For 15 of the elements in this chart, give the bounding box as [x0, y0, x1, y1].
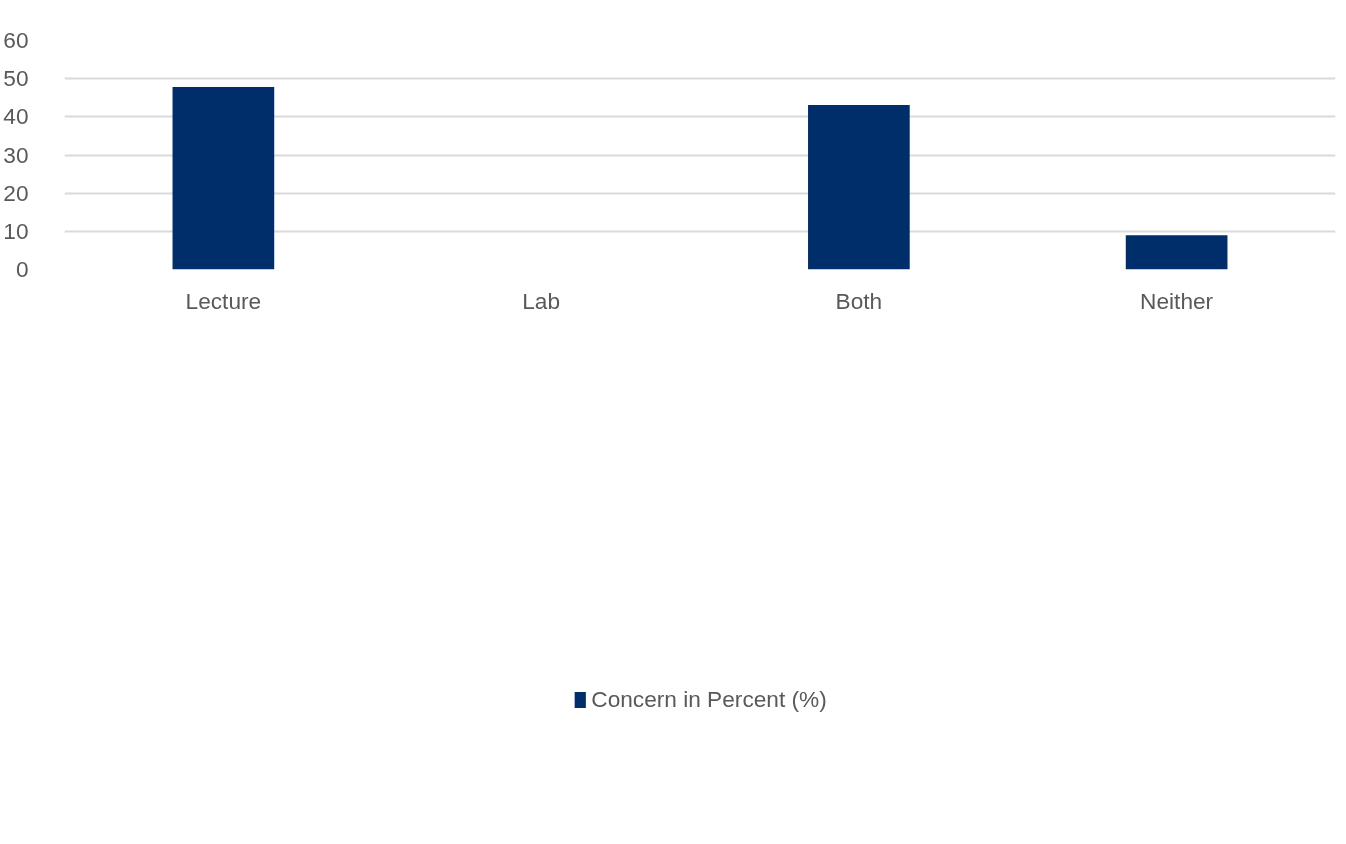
x-tick-label: Both [835, 287, 883, 314]
x-tick-label: Lab [522, 287, 561, 314]
y-tick-label: 60 [3, 27, 29, 53]
bar [1125, 235, 1228, 270]
y-tick-label: 10 [3, 217, 29, 244]
bar [808, 105, 910, 270]
y-tick-label: 30 [3, 141, 29, 168]
legend-label: Concern in Percent (%) [591, 685, 827, 713]
y-tick-label: 0 [15, 256, 29, 282]
x-tick-label: Neither [1140, 287, 1214, 314]
y-tick-label: 40 [3, 103, 29, 130]
y-tick-label: 50 [3, 65, 29, 92]
bar [172, 87, 275, 270]
y-tick-label: 20 [3, 179, 29, 206]
x-tick-label: Lecture [185, 287, 262, 314]
